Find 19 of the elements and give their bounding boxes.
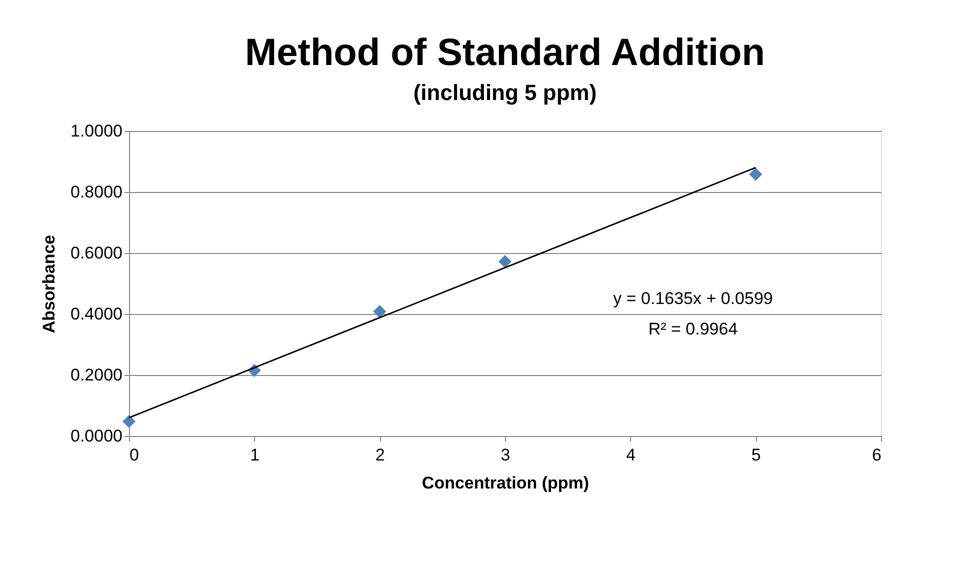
x-tick-label: 3 (500, 446, 510, 464)
y-axis-title: Absorbance (40, 234, 59, 334)
chart-title: Method of Standard Addition (245, 32, 765, 74)
annotation: y = 0.1635x + 0.0599 (613, 288, 773, 308)
annotation: R² = 0.9964 (648, 319, 738, 338)
y-tick-label: 0.0000 (70, 426, 122, 446)
y-tick-label: 0.4000 (70, 304, 122, 324)
x-tick-label: 4 (626, 446, 636, 464)
y-tick-label: 0.8000 (70, 182, 122, 202)
x-tick-label: 0 (130, 446, 139, 464)
x-tick-label: 6 (872, 446, 882, 464)
y-tick-label: 1.0000 (70, 122, 122, 140)
x-tick-label: 2 (375, 446, 385, 464)
y-tick-label: 0.6000 (70, 244, 122, 262)
chart-subtitle: (including 5 ppm) (413, 80, 597, 105)
x-tick-label: 5 (751, 446, 761, 464)
x-tick-label: 1 (250, 446, 260, 464)
x-axis-title: Concentration (ppm) (422, 474, 590, 492)
y-tick-label: 0.2000 (70, 366, 122, 384)
